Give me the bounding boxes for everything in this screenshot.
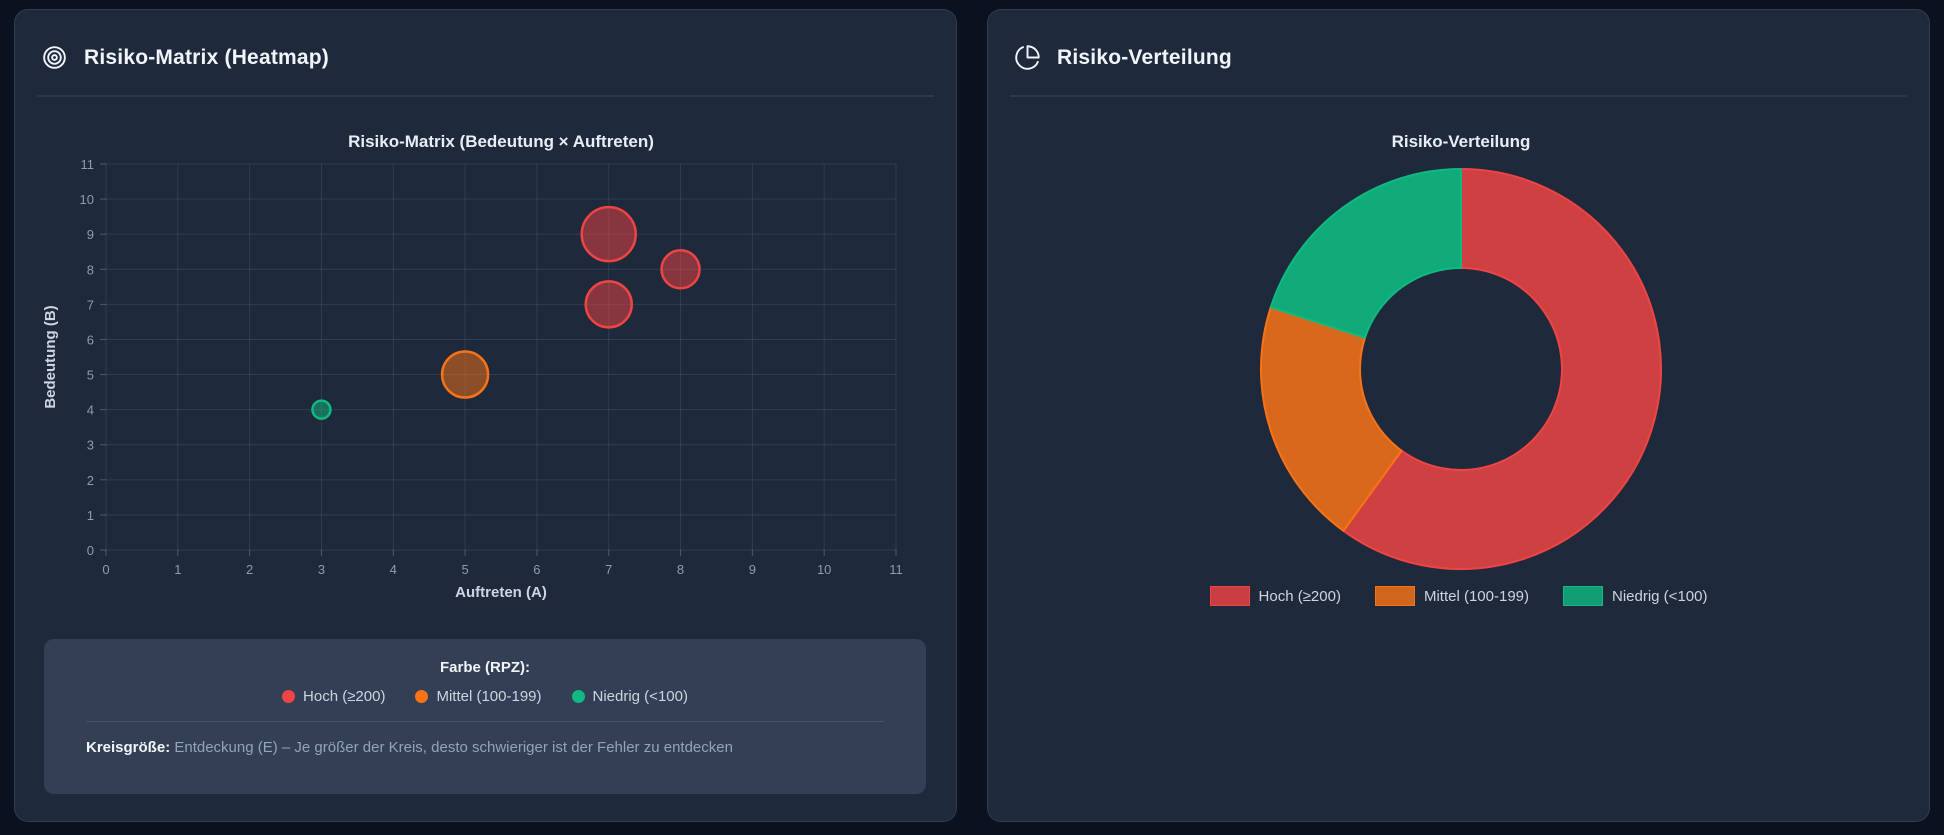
svg-text:6: 6 — [533, 562, 540, 577]
donut-legend-item[interactable]: Niedrig (<100) — [1563, 586, 1707, 606]
svg-text:0: 0 — [87, 543, 94, 558]
x-axis-title: Auftreten (A) — [455, 584, 547, 601]
svg-text:5: 5 — [461, 562, 468, 577]
svg-text:3: 3 — [318, 562, 325, 577]
chart-tick-labels: 0 1 2 3 4 5 6 7 8 9 10 11 0 1 2 3 4 5 6 7 8 9 10 11 — [80, 157, 903, 577]
donut-legend-item[interactable]: Hoch (≥200) — [1209, 586, 1341, 606]
svg-text:5: 5 — [87, 368, 94, 383]
svg-text:0: 0 — [102, 562, 109, 577]
risk-distribution-header: Risiko-Verteilung — [988, 10, 1929, 95]
chart-grid — [105, 163, 897, 551]
risk-distribution-panel: Risiko-Verteilung Risiko-Verteilung Hoch… — [987, 9, 1930, 822]
donut-segment-2[interactable] — [1269, 168, 1462, 339]
header-divider — [1010, 95, 1907, 97]
svg-text:7: 7 — [87, 297, 94, 312]
svg-text:2: 2 — [87, 473, 94, 488]
legend-dot-icon — [571, 690, 585, 703]
bubble-mittel[interactable] — [440, 350, 490, 399]
risk-matrix-header: Risiko-Matrix (Heatmap) — [15, 10, 956, 95]
bubble-niedrig[interactable] — [311, 399, 332, 420]
svg-text:3: 3 — [87, 438, 94, 453]
donut-group — [1260, 168, 1662, 570]
svg-text:7: 7 — [605, 562, 612, 577]
svg-text:1: 1 — [174, 562, 181, 577]
svg-text:11: 11 — [81, 157, 95, 172]
color-legend-item: Hoch (≥200) — [282, 688, 385, 705]
svg-text:4: 4 — [390, 562, 397, 577]
chart-title: Risiko-Matrix (Bedeutung × Auftreten) — [348, 132, 654, 151]
legend-dot-icon — [415, 690, 429, 703]
legend-label: Mittel (100-199) — [1423, 587, 1529, 605]
donut-legend-item[interactable]: Mittel (100-199) — [1374, 586, 1529, 606]
color-legend-title: Farbe (RPZ): — [440, 659, 530, 676]
color-legend: Hoch (≥200) Mittel (100-199) Niedrig (<100… — [86, 688, 884, 705]
donut-segment-1[interactable] — [1260, 306, 1403, 532]
legend-label: Hoch (≥200) — [303, 688, 386, 705]
info-divider — [86, 721, 884, 722]
bubble-hoch[interactable] — [580, 205, 637, 263]
legend-label: Niedrig (<100) — [592, 688, 688, 705]
risk-matrix-chart[interactable]: Risiko-Matrix (Bedeutung × Auftreten) 0 1… — [15, 97, 928, 612]
legend-dot-icon — [282, 690, 296, 703]
svg-text:8: 8 — [87, 262, 94, 277]
legend-label: Mittel (100-199) — [436, 688, 542, 705]
bubble-hoch[interactable] — [660, 249, 701, 290]
header-divider — [37, 95, 934, 97]
svg-text:10: 10 — [817, 562, 831, 577]
svg-text:11: 11 — [889, 562, 903, 577]
y-axis-title: Bedeutung (B) — [42, 305, 59, 408]
svg-text:1: 1 — [87, 508, 94, 523]
bubble-hoch[interactable] — [584, 280, 633, 329]
panel-title: Risiko-Verteilung — [1057, 45, 1232, 69]
svg-text:10: 10 — [80, 192, 94, 207]
chart-ticks — [100, 163, 897, 556]
risk-matrix-panel: Risiko-Matrix (Heatmap) Risiko-Matrix (B… — [14, 9, 957, 822]
svg-text:4: 4 — [87, 403, 94, 418]
color-legend-item: Niedrig (<100) — [571, 688, 688, 705]
legend-label: Niedrig (<100) — [1612, 587, 1708, 605]
legend-label: Hoch (≥200) — [1258, 587, 1341, 605]
svg-text:9: 9 — [87, 227, 94, 242]
legend-swatch-icon — [1209, 586, 1250, 606]
svg-text:6: 6 — [87, 332, 94, 347]
svg-text:2: 2 — [246, 562, 253, 577]
pie-chart-icon — [1015, 45, 1040, 70]
bubble-size-text: Entdeckung (E) – Je größer der Kreis, de… — [170, 739, 733, 756]
bubble-size-label: Kreisgröße: — [86, 739, 171, 756]
risk-distribution-chart[interactable]: Risiko-Verteilung — [988, 97, 1930, 575]
svg-text:9: 9 — [749, 562, 756, 577]
legend-swatch-icon — [1374, 586, 1415, 606]
legend-info-box: Farbe (RPZ): Hoch (≥200) Mittel (100-199)… — [44, 639, 926, 794]
bubble-group — [311, 205, 701, 420]
svg-text:8: 8 — [677, 562, 684, 577]
color-legend-item: Mittel (100-199) — [415, 688, 542, 705]
panel-title: Risiko-Matrix (Heatmap) — [84, 45, 329, 69]
donut-segment-0[interactable] — [1342, 168, 1662, 570]
target-icon — [43, 46, 66, 69]
chart-title: Risiko-Verteilung — [1392, 132, 1531, 151]
bubble-size-note: Kreisgröße: Entdeckung (E) – Je größer d… — [86, 737, 884, 758]
legend-swatch-icon — [1563, 586, 1603, 606]
donut-legend: Hoch (≥200) Mittel (100-199) Niedrig (<100… — [988, 586, 1929, 606]
